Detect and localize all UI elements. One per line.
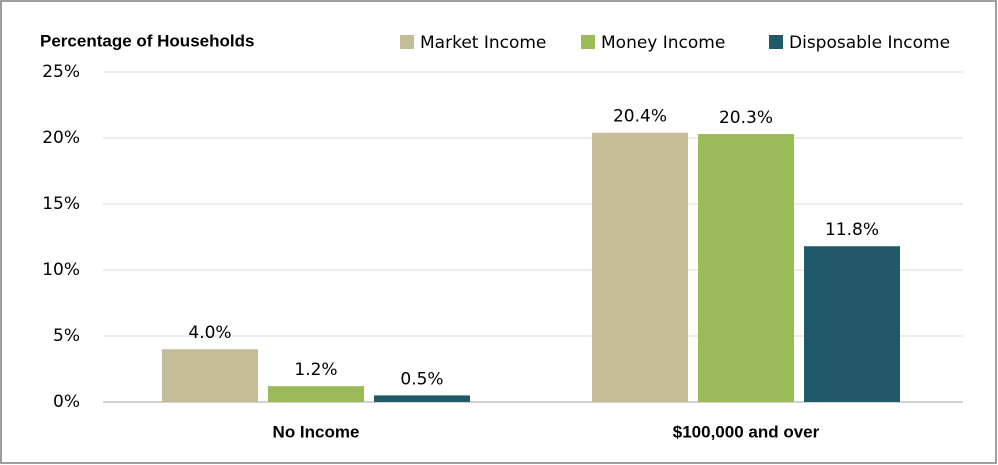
value-label: 20.3%: [719, 108, 773, 128]
value-label: 1.2%: [294, 360, 337, 380]
chart-title: Percentage of Households: [40, 31, 254, 50]
value-label: 0.5%: [400, 369, 443, 389]
y-tick-label: 15%: [42, 194, 80, 214]
y-tick-label: 25%: [42, 62, 80, 82]
value-label: 20.4%: [613, 107, 667, 127]
legend-label: Money Income: [601, 33, 725, 53]
legend-swatch: [581, 35, 595, 49]
y-tick-label: 5%: [53, 326, 80, 346]
value-label: 4.0%: [188, 323, 231, 343]
bar: [268, 386, 364, 402]
legend-label: Market Income: [420, 33, 546, 53]
bar: [374, 395, 470, 402]
x-tick-label: No Income: [273, 422, 360, 441]
x-tick-label: $100,000 and over: [673, 422, 820, 441]
bar: [592, 132, 688, 402]
y-tick-label: 0%: [53, 392, 80, 412]
bar: [804, 246, 900, 402]
bar: [162, 349, 258, 402]
y-tick-label: 10%: [42, 260, 80, 280]
value-label: 11.8%: [825, 220, 879, 240]
bar: [698, 134, 794, 403]
legend-swatch: [769, 35, 783, 49]
legend-swatch: [400, 35, 414, 49]
legend-label: Disposable Income: [789, 33, 950, 53]
y-tick-label: 20%: [42, 128, 80, 148]
